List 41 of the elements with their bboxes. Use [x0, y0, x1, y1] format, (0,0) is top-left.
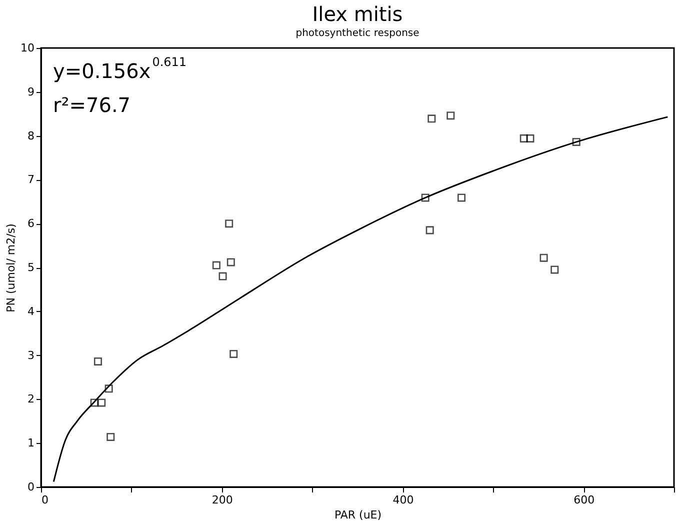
point: [457, 194, 466, 202]
y-axis-title: PN (umol/ m2/s): [4, 224, 18, 312]
point: [94, 357, 102, 366]
point: [428, 114, 436, 123]
y-tick-label: 0: [28, 480, 34, 494]
point: [98, 398, 106, 407]
y-tick-label: 4: [28, 304, 34, 318]
x-tick-label: 600: [574, 494, 595, 506]
point: [520, 134, 528, 142]
y-tick-label: 1: [28, 436, 34, 450]
point: [446, 112, 455, 120]
point: [212, 261, 220, 270]
x-tick-label: 400: [392, 494, 414, 506]
point: [218, 272, 227, 280]
point: [540, 254, 548, 262]
line-series: [52, 116, 668, 482]
x-tick-label: 0: [42, 494, 48, 506]
point: [106, 432, 115, 441]
y-tick-label: 2: [28, 392, 34, 406]
point: [526, 134, 534, 142]
y-tick-label: 9: [28, 85, 34, 98]
point: [572, 138, 580, 146]
point: [421, 194, 430, 202]
y-tick-label: 8: [28, 129, 34, 142]
point: [550, 266, 559, 274]
x-axis-title: PAR (uE): [334, 508, 382, 522]
point: [230, 350, 238, 358]
point: [225, 220, 234, 228]
chart-subtitle: photosynthetic response: [296, 28, 420, 39]
point: [426, 226, 434, 234]
chart-title: Ilex mitis: [312, 2, 403, 26]
y-tick-label: 10: [20, 42, 34, 54]
y-tick-label: 6: [28, 217, 34, 230]
y-tick-label: 7: [28, 173, 34, 186]
point: [104, 384, 113, 393]
point: [90, 398, 98, 407]
y-tick-label: 3: [28, 348, 34, 362]
point: [226, 258, 235, 266]
y-tick-label: 5: [28, 261, 34, 274]
x-tick-label: 200: [212, 494, 233, 506]
annotation: r²=76.7: [53, 93, 131, 117]
